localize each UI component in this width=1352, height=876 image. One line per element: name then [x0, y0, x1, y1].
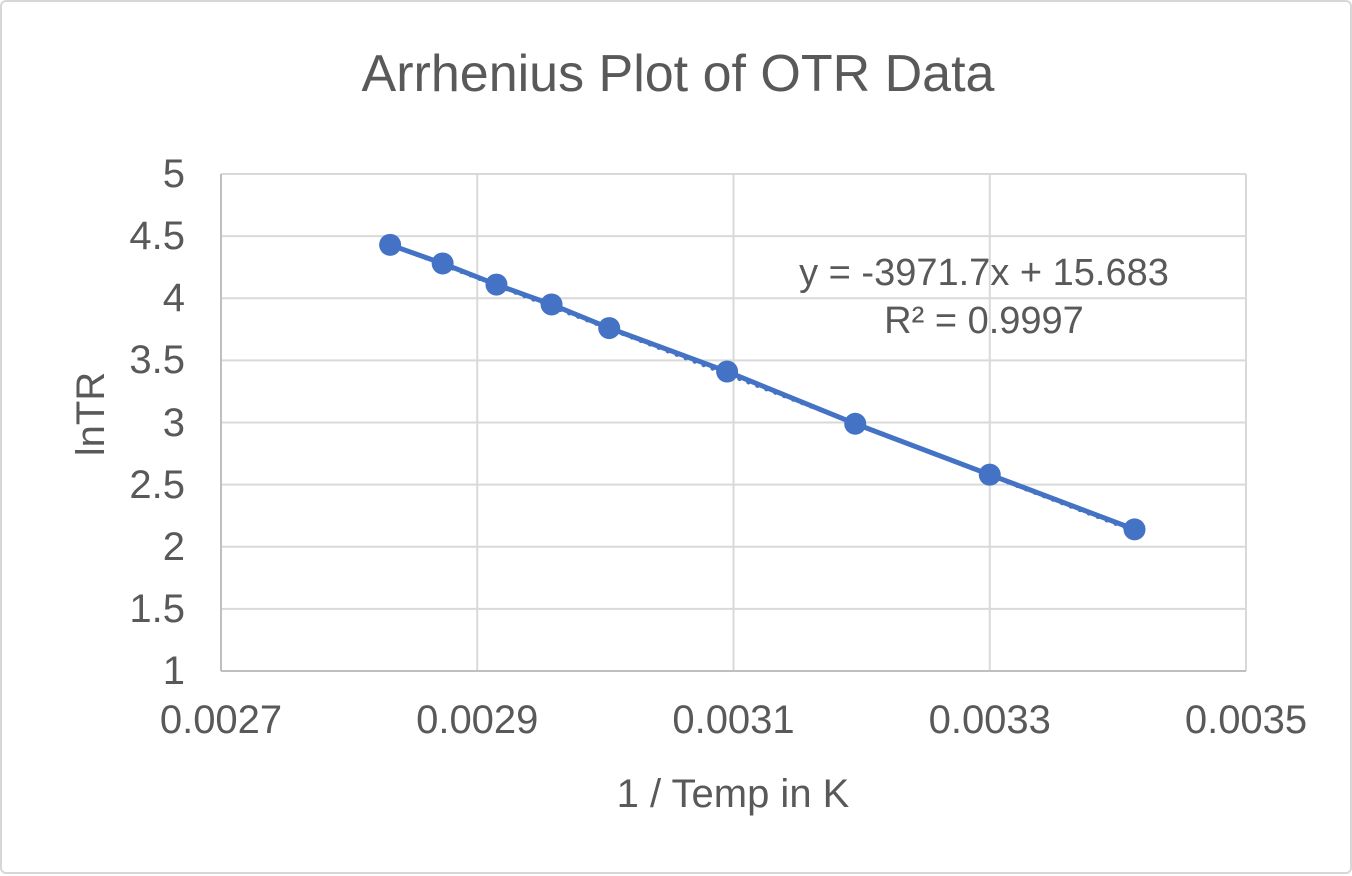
y-tick-label: 4.5	[129, 214, 185, 259]
x-axis-title: 1 / Temp in K	[616, 772, 850, 816]
trendline-annotation: y = -3971.7x + 15.683 R² = 0.9997	[734, 249, 1234, 345]
y-axis-title: lnTR	[69, 371, 113, 457]
x-tick-label: 0.0035	[1184, 698, 1308, 742]
data-point-marker	[485, 273, 508, 296]
x-tick-label: 0.0029	[416, 698, 539, 742]
y-tick-label: 4	[162, 276, 185, 321]
y-tick-label: 2.5	[129, 462, 185, 507]
data-point-marker	[1123, 518, 1146, 541]
data-point-marker	[978, 463, 1001, 486]
y-tick-label: 1	[162, 649, 185, 693]
y-tick-label: 3.5	[129, 338, 185, 383]
x-tick-label: 0.0031	[672, 698, 795, 742]
data-point-marker	[431, 252, 454, 275]
x-tick-label: 0.0027	[159, 698, 283, 742]
y-tick-label: 1.5	[129, 586, 185, 631]
data-point-marker	[379, 233, 402, 256]
y-tick-label: 3	[162, 400, 185, 445]
data-point-marker	[598, 317, 621, 340]
data-point-marker	[844, 412, 867, 435]
data-point-marker	[540, 293, 563, 316]
y-tick-label: 5	[162, 152, 185, 196]
x-tick-label: 0.0033	[928, 698, 1051, 742]
trendline-r2: R² = 0.9997	[884, 300, 1084, 342]
data-point-marker	[716, 360, 739, 383]
y-tick-label: 2	[162, 524, 185, 569]
trendline-equation: y = -3971.7x + 15.683	[799, 252, 1169, 294]
chart-title: Arrhenius Plot of OTR Data	[361, 45, 995, 103]
